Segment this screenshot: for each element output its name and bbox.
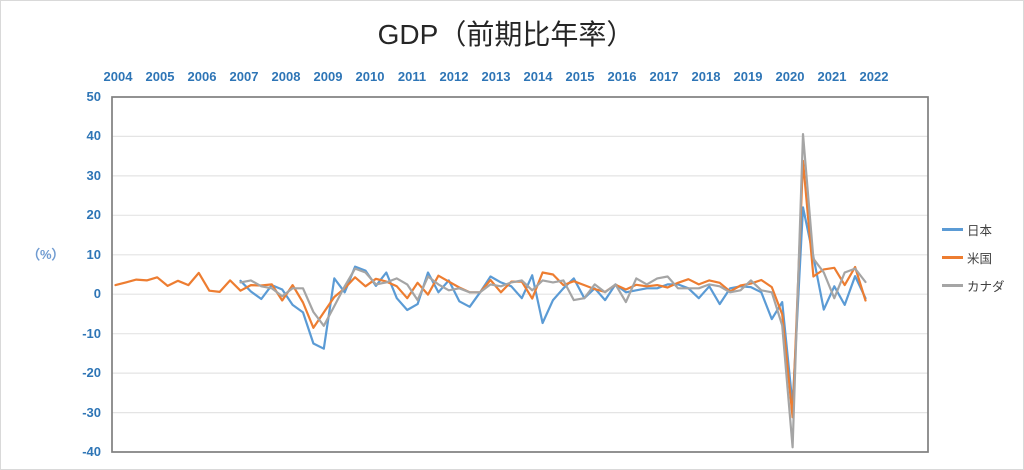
x-tick-label-2007: 2007 — [229, 69, 259, 84]
y-tick-label: -40 — [82, 444, 101, 459]
x-tick-label-2009: 2009 — [313, 69, 343, 84]
legend-label-us: 米国 — [967, 251, 993, 266]
x-tick-label-2019: 2019 — [733, 69, 763, 84]
y-tick-label: 20 — [86, 207, 101, 223]
legend-label-japan: 日本 — [967, 223, 993, 238]
x-tick-label-2021: 2021 — [817, 69, 847, 84]
x-tick-label-2016: 2016 — [607, 69, 637, 84]
x-tick-label-2004: 2004 — [103, 69, 133, 84]
y-tick-label: 30 — [86, 167, 101, 183]
x-tick-label-2006: 2006 — [187, 69, 217, 84]
x-tick-label-2018: 2018 — [691, 69, 721, 84]
y-tick-label: 0 — [93, 286, 101, 302]
x-tick-label-2011: 2011 — [397, 69, 427, 84]
y-tick-label: 40 — [86, 128, 101, 144]
legend-item-japan: 日本 — [942, 215, 1005, 243]
x-tick-label-2020: 2020 — [775, 69, 805, 84]
legend-line-swatch-us — [942, 255, 963, 259]
x-tick-label-2017: 2017 — [649, 69, 679, 84]
x-tick-label-2015: 2015 — [565, 69, 595, 84]
x-tick-label-2014: 2014 — [523, 69, 553, 84]
y-axis-unit-label: （%） — [27, 247, 65, 262]
x-tick-label-2005: 2005 — [145, 69, 175, 84]
series-line-japan — [239, 206, 867, 407]
x-tick-label-2022: 2022 — [859, 69, 889, 84]
x-tick-label-2012: 2012 — [439, 69, 469, 84]
x-tick-label-2008: 2008 — [271, 69, 301, 84]
x-tick-label-2010: 2010 — [355, 69, 385, 84]
legend-item-us: 米国 — [942, 243, 1005, 271]
y-tick-label: 50 — [86, 89, 101, 104]
x-tick-label-2013: 2013 — [481, 69, 511, 84]
legend-line-swatch-japan — [942, 227, 963, 231]
y-tick-label: -10 — [82, 325, 101, 341]
y-tick-label: -30 — [82, 404, 101, 420]
series-line-us — [114, 159, 867, 419]
series-line-canada — [239, 133, 867, 449]
plot-border — [111, 96, 929, 453]
legend-item-canada: カナダ — [942, 271, 1005, 299]
legend-label-canada: カナダ — [967, 279, 1005, 294]
legend-line-swatch-canada — [942, 283, 963, 287]
chart-title: GDP（前期比年率） — [377, 19, 635, 50]
y-tick-label: 10 — [86, 246, 101, 262]
legend: 日本 米国 カナダ — [942, 215, 1005, 299]
y-tick-label: -20 — [82, 365, 101, 381]
